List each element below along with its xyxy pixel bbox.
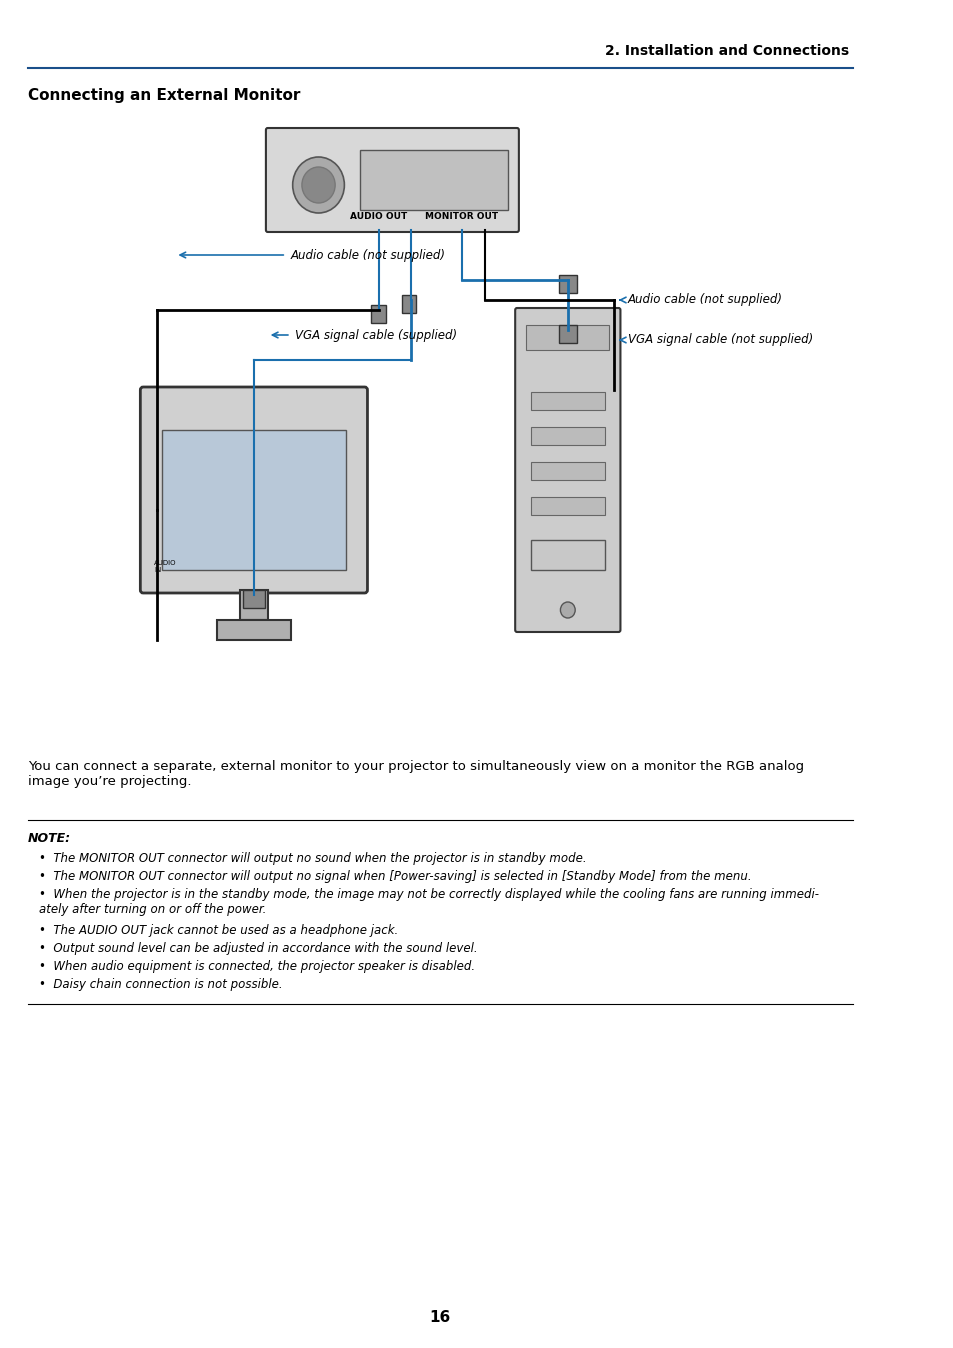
Text: 16: 16: [429, 1310, 451, 1325]
Text: 2. Installation and Connections: 2. Installation and Connections: [604, 44, 848, 58]
Text: •  The MONITOR OUT connector will output no sound when the projector is in stand: • The MONITOR OUT connector will output …: [39, 852, 586, 865]
Text: •  Daisy chain connection is not possible.: • Daisy chain connection is not possible…: [39, 979, 282, 991]
Text: VGA signal cable (supplied): VGA signal cable (supplied): [295, 329, 457, 341]
Bar: [558, 275, 577, 293]
Bar: [530, 392, 604, 410]
Circle shape: [293, 156, 344, 213]
FancyBboxPatch shape: [140, 387, 367, 593]
Bar: [240, 590, 268, 620]
Bar: [530, 497, 604, 515]
Bar: [161, 430, 346, 570]
Bar: [558, 325, 577, 342]
Bar: [371, 305, 386, 324]
Text: •  When the projector is in the standby mode, the image may not be correctly dis: • When the projector is in the standby m…: [39, 888, 818, 917]
Text: VGA signal cable (not supplied): VGA signal cable (not supplied): [627, 333, 812, 346]
Bar: [530, 541, 604, 570]
Text: AUDIO OUT: AUDIO OUT: [350, 212, 407, 221]
Bar: [216, 620, 291, 640]
Bar: [526, 325, 609, 350]
Text: •  Output sound level can be adjusted in accordance with the sound level.: • Output sound level can be adjusted in …: [39, 942, 476, 954]
Bar: [401, 295, 416, 313]
Bar: [359, 150, 507, 210]
Text: You can connect a separate, external monitor to your projector to simultaneously: You can connect a separate, external mon…: [28, 760, 803, 789]
Circle shape: [301, 167, 335, 204]
Text: NOTE:: NOTE:: [28, 832, 71, 845]
Text: •  When audio equipment is connected, the projector speaker is disabled.: • When audio equipment is connected, the…: [39, 960, 475, 973]
Text: MONITOR OUT: MONITOR OUT: [425, 212, 497, 221]
Text: •  The MONITOR OUT connector will output no signal when [Power-saving] is select: • The MONITOR OUT connector will output …: [39, 869, 751, 883]
FancyBboxPatch shape: [266, 128, 518, 232]
Circle shape: [559, 603, 575, 617]
Text: Connecting an External Monitor: Connecting an External Monitor: [28, 88, 300, 102]
Bar: [243, 590, 265, 608]
Text: Audio cable (not supplied): Audio cable (not supplied): [627, 294, 782, 306]
Text: AUDIO
IN: AUDIO IN: [154, 559, 176, 573]
Text: Audio cable (not supplied): Audio cable (not supplied): [291, 248, 445, 262]
FancyBboxPatch shape: [515, 307, 619, 632]
Text: •  The AUDIO OUT jack cannot be used as a headphone jack.: • The AUDIO OUT jack cannot be used as a…: [39, 923, 397, 937]
Bar: [530, 427, 604, 445]
Bar: [530, 462, 604, 480]
